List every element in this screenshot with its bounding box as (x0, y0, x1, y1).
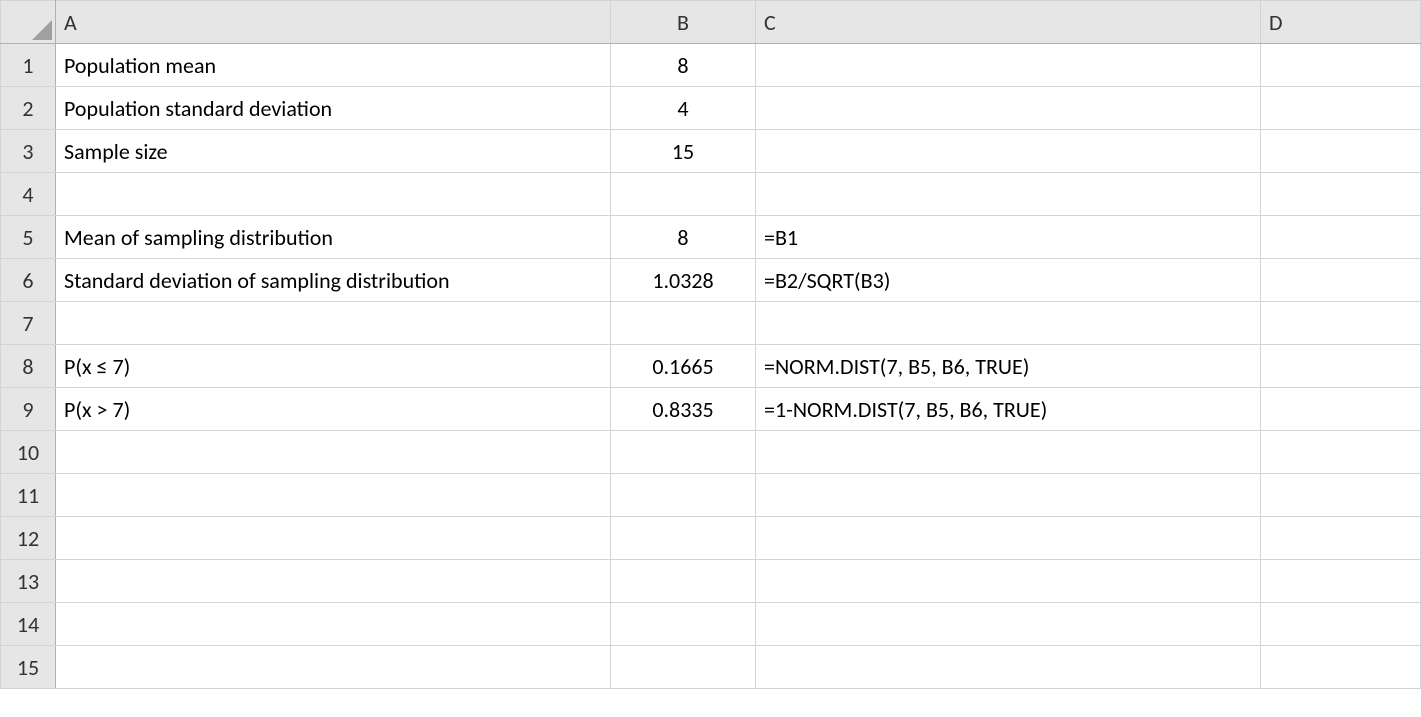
table-row: 7 (1, 302, 1421, 345)
cell-d14[interactable] (1261, 603, 1421, 646)
cell-a2[interactable]: Population standard deviation (56, 87, 611, 130)
table-row: 9 P(x > 7) 0.8335 =1-NORM.DIST(7, B5, B6… (1, 388, 1421, 431)
cell-a15[interactable] (56, 646, 611, 689)
cell-b14[interactable] (611, 603, 756, 646)
cell-b15[interactable] (611, 646, 756, 689)
cell-b5[interactable]: 8 (611, 216, 756, 259)
row-header-2[interactable]: 2 (1, 87, 56, 130)
cell-d1[interactable] (1261, 44, 1421, 87)
cell-c12[interactable] (756, 517, 1261, 560)
cell-a11[interactable] (56, 474, 611, 517)
col-header-b[interactable]: B (611, 1, 756, 44)
cell-b7[interactable] (611, 302, 756, 345)
table-row: 11 (1, 474, 1421, 517)
column-header-row: A B C D (1, 1, 1421, 44)
cell-b10[interactable] (611, 431, 756, 474)
table-row: 5 Mean of sampling distribution 8 =B1 (1, 216, 1421, 259)
cell-a9[interactable]: P(x > 7) (56, 388, 611, 431)
cell-b12[interactable] (611, 517, 756, 560)
cell-b8[interactable]: 0.1665 (611, 345, 756, 388)
cell-d2[interactable] (1261, 87, 1421, 130)
cell-d3[interactable] (1261, 130, 1421, 173)
cell-d12[interactable] (1261, 517, 1421, 560)
col-header-c[interactable]: C (756, 1, 1261, 44)
cell-b3[interactable]: 15 (611, 130, 756, 173)
cell-b2[interactable]: 4 (611, 87, 756, 130)
select-all-corner[interactable] (1, 1, 56, 44)
cell-d5[interactable] (1261, 216, 1421, 259)
cell-b6[interactable]: 1.0328 (611, 259, 756, 302)
row-header-3[interactable]: 3 (1, 130, 56, 173)
row-header-12[interactable]: 12 (1, 517, 56, 560)
table-row: 10 (1, 431, 1421, 474)
cell-d11[interactable] (1261, 474, 1421, 517)
cell-b13[interactable] (611, 560, 756, 603)
cell-a6[interactable]: Standard deviation of sampling distribut… (56, 259, 611, 302)
col-header-a[interactable]: A (56, 1, 611, 44)
cell-c13[interactable] (756, 560, 1261, 603)
row-header-7[interactable]: 7 (1, 302, 56, 345)
cell-b1[interactable]: 8 (611, 44, 756, 87)
cell-c6[interactable]: =B2/SQRT(B3) (756, 259, 1261, 302)
cell-c1[interactable] (756, 44, 1261, 87)
row-header-9[interactable]: 9 (1, 388, 56, 431)
row-header-1[interactable]: 1 (1, 44, 56, 87)
table-row: 13 (1, 560, 1421, 603)
table-row: 1 Population mean 8 (1, 44, 1421, 87)
row-header-11[interactable]: 11 (1, 474, 56, 517)
table-row: 4 (1, 173, 1421, 216)
row-header-6[interactable]: 6 (1, 259, 56, 302)
table-row: 8 P(x ≤ 7) 0.1665 =NORM.DIST(7, B5, B6, … (1, 345, 1421, 388)
cell-a12[interactable] (56, 517, 611, 560)
cell-c11[interactable] (756, 474, 1261, 517)
cell-a7[interactable] (56, 302, 611, 345)
cell-a3[interactable]: Sample size (56, 130, 611, 173)
cell-d13[interactable] (1261, 560, 1421, 603)
row-header-10[interactable]: 10 (1, 431, 56, 474)
cell-c10[interactable] (756, 431, 1261, 474)
col-header-d[interactable]: D (1261, 1, 1421, 44)
cell-d7[interactable] (1261, 302, 1421, 345)
cell-b9[interactable]: 0.8335 (611, 388, 756, 431)
row-header-15[interactable]: 15 (1, 646, 56, 689)
cell-d8[interactable] (1261, 345, 1421, 388)
table-row: 2 Population standard deviation 4 (1, 87, 1421, 130)
cell-b4[interactable] (611, 173, 756, 216)
cell-a5[interactable]: Mean of sampling distribution (56, 216, 611, 259)
cell-a8[interactable]: P(x ≤ 7) (56, 345, 611, 388)
row-header-5[interactable]: 5 (1, 216, 56, 259)
cell-c15[interactable] (756, 646, 1261, 689)
cell-c3[interactable] (756, 130, 1261, 173)
cell-d9[interactable] (1261, 388, 1421, 431)
cell-c5[interactable]: =B1 (756, 216, 1261, 259)
cell-b11[interactable] (611, 474, 756, 517)
table-row: 6 Standard deviation of sampling distrib… (1, 259, 1421, 302)
cell-a10[interactable] (56, 431, 611, 474)
table-row: 3 Sample size 15 (1, 130, 1421, 173)
cell-a13[interactable] (56, 560, 611, 603)
spreadsheet-grid: A B C D 1 Population mean 8 2 Population… (0, 0, 1421, 689)
table-row: 12 (1, 517, 1421, 560)
cell-c9[interactable]: =1-NORM.DIST(7, B5, B6, TRUE) (756, 388, 1261, 431)
cell-c8[interactable]: =NORM.DIST(7, B5, B6, TRUE) (756, 345, 1261, 388)
table-row: 15 (1, 646, 1421, 689)
row-header-14[interactable]: 14 (1, 603, 56, 646)
table-row: 14 (1, 603, 1421, 646)
row-header-8[interactable]: 8 (1, 345, 56, 388)
row-header-13[interactable]: 13 (1, 560, 56, 603)
cell-c4[interactable] (756, 173, 1261, 216)
cell-d15[interactable] (1261, 646, 1421, 689)
cell-c7[interactable] (756, 302, 1261, 345)
cell-c2[interactable] (756, 87, 1261, 130)
cell-a4[interactable] (56, 173, 611, 216)
cell-d6[interactable] (1261, 259, 1421, 302)
cell-c14[interactable] (756, 603, 1261, 646)
cell-d4[interactable] (1261, 173, 1421, 216)
cell-d10[interactable] (1261, 431, 1421, 474)
row-header-4[interactable]: 4 (1, 173, 56, 216)
cell-a1[interactable]: Population mean (56, 44, 611, 87)
cell-a14[interactable] (56, 603, 611, 646)
